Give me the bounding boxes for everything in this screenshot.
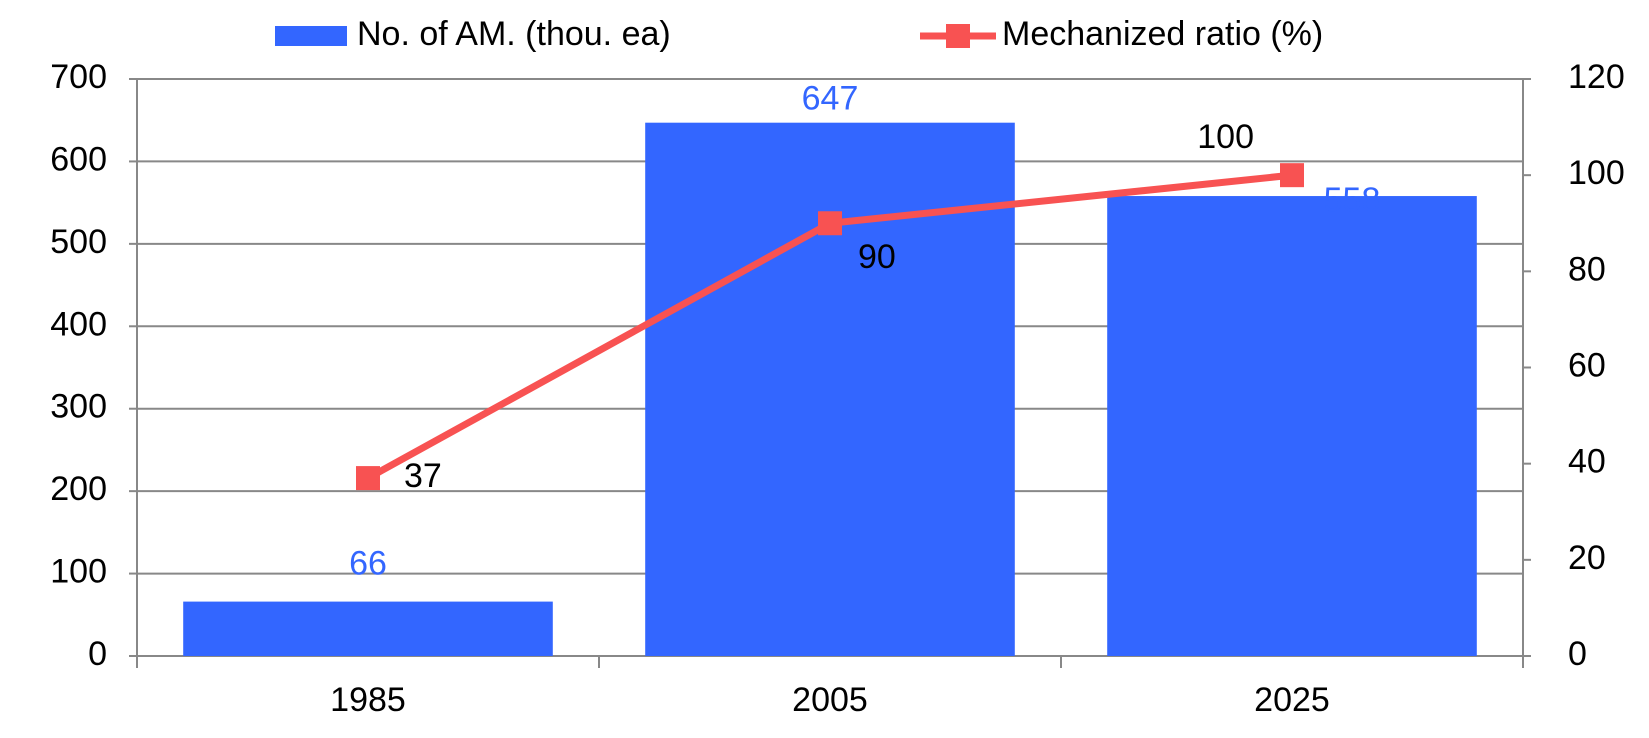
- x-tick-label: 2025: [1254, 681, 1330, 719]
- x-tick-label: 1985: [330, 681, 406, 719]
- marker: [818, 211, 842, 236]
- marker: [356, 466, 380, 491]
- legend-swatch: [946, 24, 970, 48]
- data-label: 647: [802, 80, 859, 118]
- x-tick-label: 2005: [792, 681, 868, 719]
- y2-tick-label: 100: [1568, 154, 1625, 192]
- y2-tick-label: 0: [1568, 635, 1587, 673]
- bar: [183, 601, 553, 656]
- data-label: 100: [1197, 118, 1254, 156]
- y2-tick-label: 20: [1568, 539, 1606, 577]
- bar: [645, 122, 1015, 657]
- data-label: 37: [404, 457, 442, 495]
- data-label: 66: [349, 545, 387, 583]
- y-tick-label: 0: [88, 635, 107, 673]
- data-label: 90: [858, 238, 896, 276]
- y2-tick-label: 60: [1568, 346, 1606, 384]
- y2-tick-label: 120: [1568, 58, 1625, 96]
- y2-tick-label: 80: [1568, 250, 1606, 288]
- y-tick-label: 500: [50, 223, 107, 261]
- y2-tick-label: 40: [1568, 443, 1606, 481]
- y-tick-label: 400: [50, 305, 107, 343]
- legend-label: No. of AM. (thou. ea): [357, 15, 671, 53]
- bar: [1107, 196, 1477, 656]
- y-tick-label: 100: [50, 553, 107, 591]
- y-tick-label: 600: [50, 140, 107, 178]
- legend-swatch: [275, 26, 347, 46]
- marker: [1280, 163, 1304, 188]
- legend-label: Mechanized ratio (%): [1002, 15, 1323, 53]
- y-tick-label: 200: [50, 470, 107, 508]
- y-tick-label: 700: [50, 58, 107, 96]
- y-tick-label: 300: [50, 388, 107, 426]
- data-label: 558: [1324, 181, 1381, 219]
